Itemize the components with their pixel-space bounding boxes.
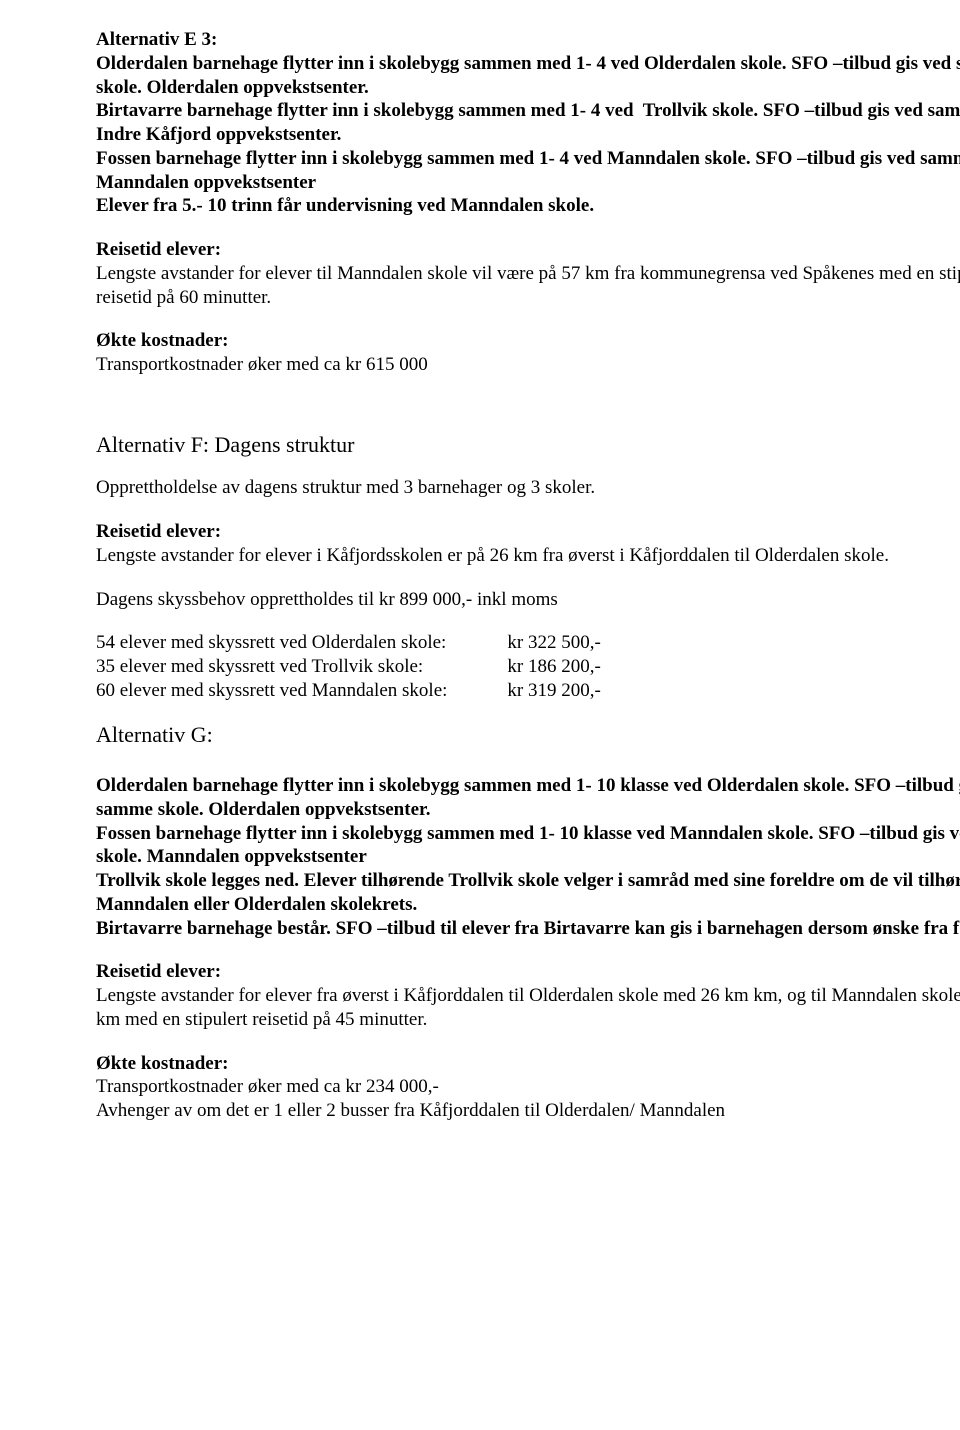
reisetid-heading: Reisetid elever: xyxy=(96,239,221,260)
row-value: kr 322 500,- xyxy=(507,631,600,655)
table-row: 54 elever med skyssrett ved Olderdalen s… xyxy=(96,631,601,655)
alt-f-title: Alternativ F: Dagens struktur xyxy=(96,431,960,459)
kostnader-body: Transportkostnader øker med ca kr 234 00… xyxy=(96,1076,725,1121)
kostnader-heading: Økte kostnader: xyxy=(96,1053,228,1074)
row-label: 35 elever med skyssrett ved Trollvik sko… xyxy=(96,655,507,679)
reisetid-heading: Reisetid elever: xyxy=(96,521,221,542)
alt-g-title: Alternativ G: xyxy=(96,721,960,749)
row-value: kr 319 200,- xyxy=(507,679,600,703)
reisetid-body: Lengste avstander for elever i Kåfjordss… xyxy=(96,545,889,566)
skyss-table: 54 elever med skyssrett ved Olderdalen s… xyxy=(96,631,601,702)
row-value: kr 186 200,- xyxy=(507,655,600,679)
table-row: 35 elever med skyssrett ved Trollvik sko… xyxy=(96,655,601,679)
reisetid-body: Lengste avstander for elever til Manndal… xyxy=(96,263,960,308)
alt-e3-block: Alternativ E 3: Olderdalen barnehage fly… xyxy=(96,28,960,218)
table-row: 60 elever med skyssrett ved Manndalen sk… xyxy=(96,679,601,703)
spacer xyxy=(96,397,960,413)
alt-g-kostnader: Økte kostnader: Transportkostnader øker … xyxy=(96,1052,960,1123)
alt-f-body: Opprettholdelse av dagens struktur med 3… xyxy=(96,476,960,500)
kostnader-heading: Økte kostnader: xyxy=(96,330,228,351)
alt-g-body: Olderdalen barnehage flytter inn i skole… xyxy=(96,774,960,940)
spacer xyxy=(96,766,960,774)
alt-f-skyss: Dagens skyssbehov opprettholdes til kr 8… xyxy=(96,588,960,612)
alt-e3-body: Olderdalen barnehage flytter inn i skole… xyxy=(96,53,960,217)
alt-g-reisetid: Reisetid elever: Lengste avstander for e… xyxy=(96,960,960,1031)
row-label: 54 elever med skyssrett ved Olderdalen s… xyxy=(96,631,507,655)
reisetid-body: Lengste avstander for elever fra øverst … xyxy=(96,985,960,1030)
alt-f-reisetid: Reisetid elever: Lengste avstander for e… xyxy=(96,520,960,568)
reisetid-heading: Reisetid elever: xyxy=(96,961,221,982)
alt-e3-kostnader: Økte kostnader: Transportkostnader øker … xyxy=(96,329,960,377)
alt-e3-heading: Alternativ E 3: xyxy=(96,29,217,50)
row-label: 60 elever med skyssrett ved Manndalen sk… xyxy=(96,679,507,703)
alt-e3-reisetid: Reisetid elever: Lengste avstander for e… xyxy=(96,238,960,309)
kostnader-body: Transportkostnader øker med ca kr 615 00… xyxy=(96,354,428,375)
